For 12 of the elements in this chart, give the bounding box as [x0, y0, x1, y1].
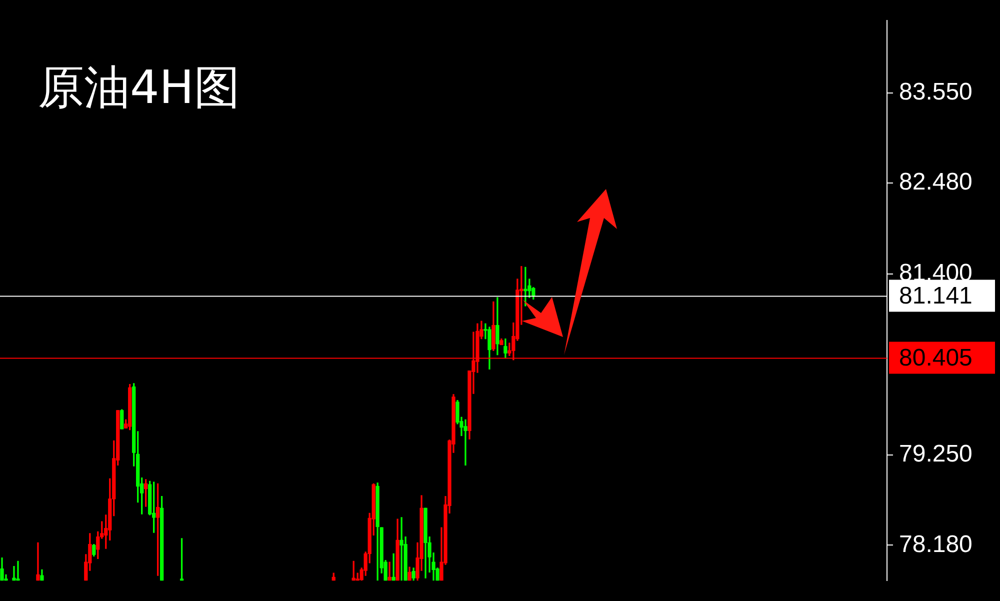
y-tick-label: 79.250	[899, 440, 972, 468]
candlestick	[388, 562, 392, 581]
y-tick-label: 82.480	[899, 168, 972, 196]
text: 原油4H图	[38, 60, 240, 114]
candlestick	[392, 553, 396, 581]
ref-line-label: 80.405	[899, 344, 972, 372]
candlestick	[400, 517, 404, 581]
candlestick	[16, 560, 20, 581]
y-tick-label: 78.180	[899, 530, 972, 558]
candlestick	[36, 542, 40, 581]
y-tick-label: 83.550	[899, 78, 972, 106]
candlestick	[464, 419, 468, 466]
